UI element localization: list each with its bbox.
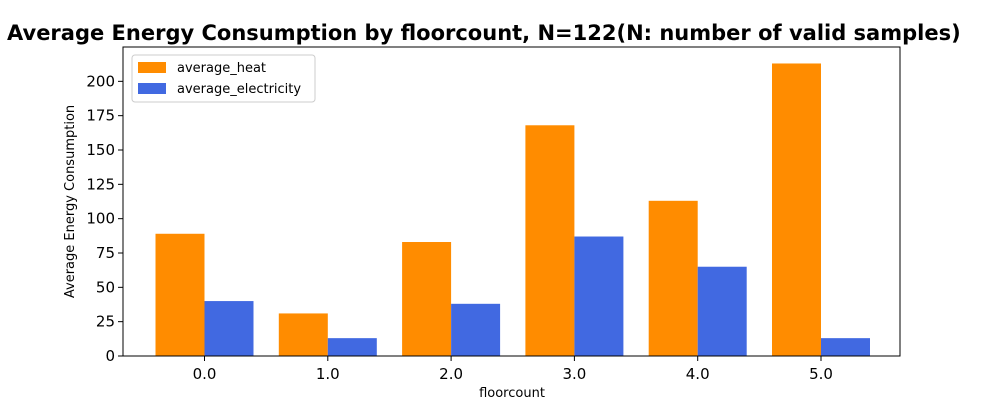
y-tick-label-200: 200 [86, 72, 115, 90]
x-tick-label-1.0: 1.0 [316, 365, 340, 383]
y-tick-label-125: 125 [86, 175, 115, 193]
x-tick-label-5.0: 5.0 [809, 365, 833, 383]
plot-area: 0.0 1.0 2.0 3.0 4.0 5.0 0 25 50 75 100 125 150 175 200 [86, 63, 870, 383]
bar-average_heat-4.0 [648, 200, 698, 356]
x-tick-label-3.0: 3.0 [562, 365, 586, 383]
y-tick-label-50: 50 [96, 278, 115, 296]
y-tick-label-100: 100 [86, 210, 115, 228]
y-tick-label-175: 175 [86, 107, 115, 125]
legend-label-average_heat: average_heat [177, 61, 266, 76]
y-axis-label: Average Energy Consumption [63, 105, 78, 298]
y-tick-label-25: 25 [96, 313, 115, 331]
legend-swatch-average_heat [138, 62, 166, 73]
y-tick-label-75: 75 [96, 244, 115, 262]
y-tick-label-150: 150 [86, 141, 115, 159]
bar-average_electricity-3.0 [574, 236, 624, 356]
bar-average_electricity-5.0 [821, 338, 870, 356]
bar-average_electricity-0.0 [204, 301, 254, 356]
legend: average_heat average_electricity [131, 54, 316, 103]
bar-average_heat-2.0 [402, 242, 452, 356]
legend-swatch-average_electricity [138, 83, 166, 94]
bar-average_heat-5.0 [772, 63, 821, 356]
x-tick-label-2.0: 2.0 [439, 365, 463, 383]
legend-label-average_electricity: average_electricity [177, 82, 301, 97]
x-axis-label: floorcount [479, 386, 545, 400]
bar-average_electricity-2.0 [451, 303, 501, 356]
legend-box [131, 54, 316, 103]
bar-average_heat-0.0 [155, 233, 205, 356]
x-tick-label-0.0: 0.0 [193, 365, 217, 383]
bar-average_heat-1.0 [278, 313, 328, 356]
bar-average_heat-3.0 [525, 125, 575, 356]
y-tick-label-0: 0 [105, 347, 115, 365]
chart-title: Average Energy Consumption by floorcount… [7, 21, 961, 45]
bar-average_electricity-4.0 [697, 266, 747, 356]
x-tick-label-4.0: 4.0 [686, 365, 710, 383]
plot-frame [122, 46, 901, 357]
bar-average_electricity-1.0 [327, 338, 377, 356]
